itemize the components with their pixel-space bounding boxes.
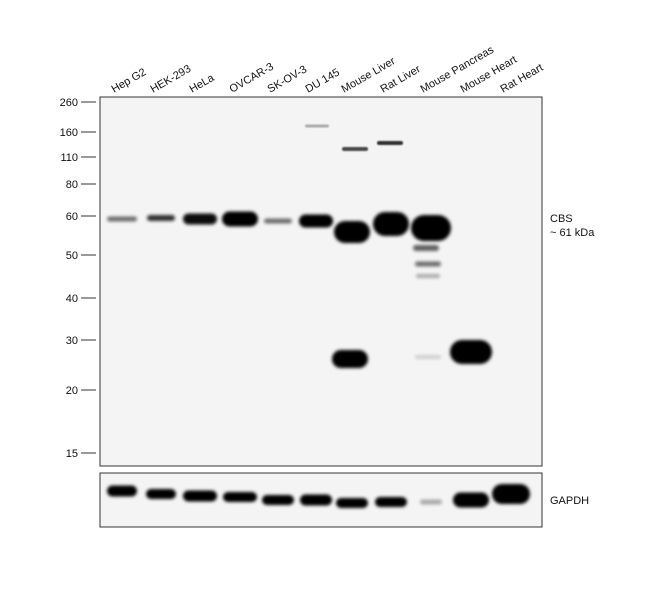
band [183, 490, 217, 502]
band [107, 216, 137, 222]
band [377, 141, 403, 145]
band [147, 215, 175, 221]
lane-label: DU 145 [304, 67, 342, 96]
lane-label: HEK-293 [149, 63, 194, 96]
lane-label: HeLa [188, 72, 218, 96]
marker-label: 80 [66, 179, 78, 191]
band [413, 245, 439, 251]
band [334, 221, 370, 243]
marker-label: 50 [66, 250, 78, 262]
lane-label: Hep G2 [110, 66, 149, 95]
marker-label: 260 [60, 97, 78, 109]
band [416, 274, 440, 278]
band [453, 492, 489, 508]
marker-label: 60 [66, 211, 78, 223]
band [107, 485, 137, 497]
band [262, 495, 294, 505]
band [342, 147, 368, 151]
band [375, 497, 407, 507]
target-name: CBS [550, 213, 573, 225]
target-size: ~ 61 kDa [550, 227, 595, 239]
band [373, 212, 409, 236]
marker-label: 110 [60, 152, 78, 164]
loading-control-label: GAPDH [550, 495, 589, 507]
band [223, 492, 257, 502]
bands [107, 124, 530, 508]
band [305, 124, 329, 128]
band [146, 489, 176, 499]
band [420, 499, 442, 505]
band [492, 484, 530, 504]
band [299, 214, 333, 228]
marker-label: 160 [60, 127, 78, 139]
band [415, 261, 441, 267]
band [183, 213, 217, 225]
band [300, 494, 332, 506]
band [336, 498, 368, 508]
band [450, 340, 492, 364]
band [411, 215, 451, 241]
marker-label: 15 [66, 448, 78, 460]
marker-label: 40 [66, 293, 78, 305]
band [415, 355, 441, 359]
marker-label: 30 [66, 335, 78, 347]
band [332, 350, 368, 368]
blot-panel [99, 96, 543, 467]
band [222, 211, 258, 227]
band [264, 218, 292, 224]
marker-label: 20 [66, 385, 78, 397]
